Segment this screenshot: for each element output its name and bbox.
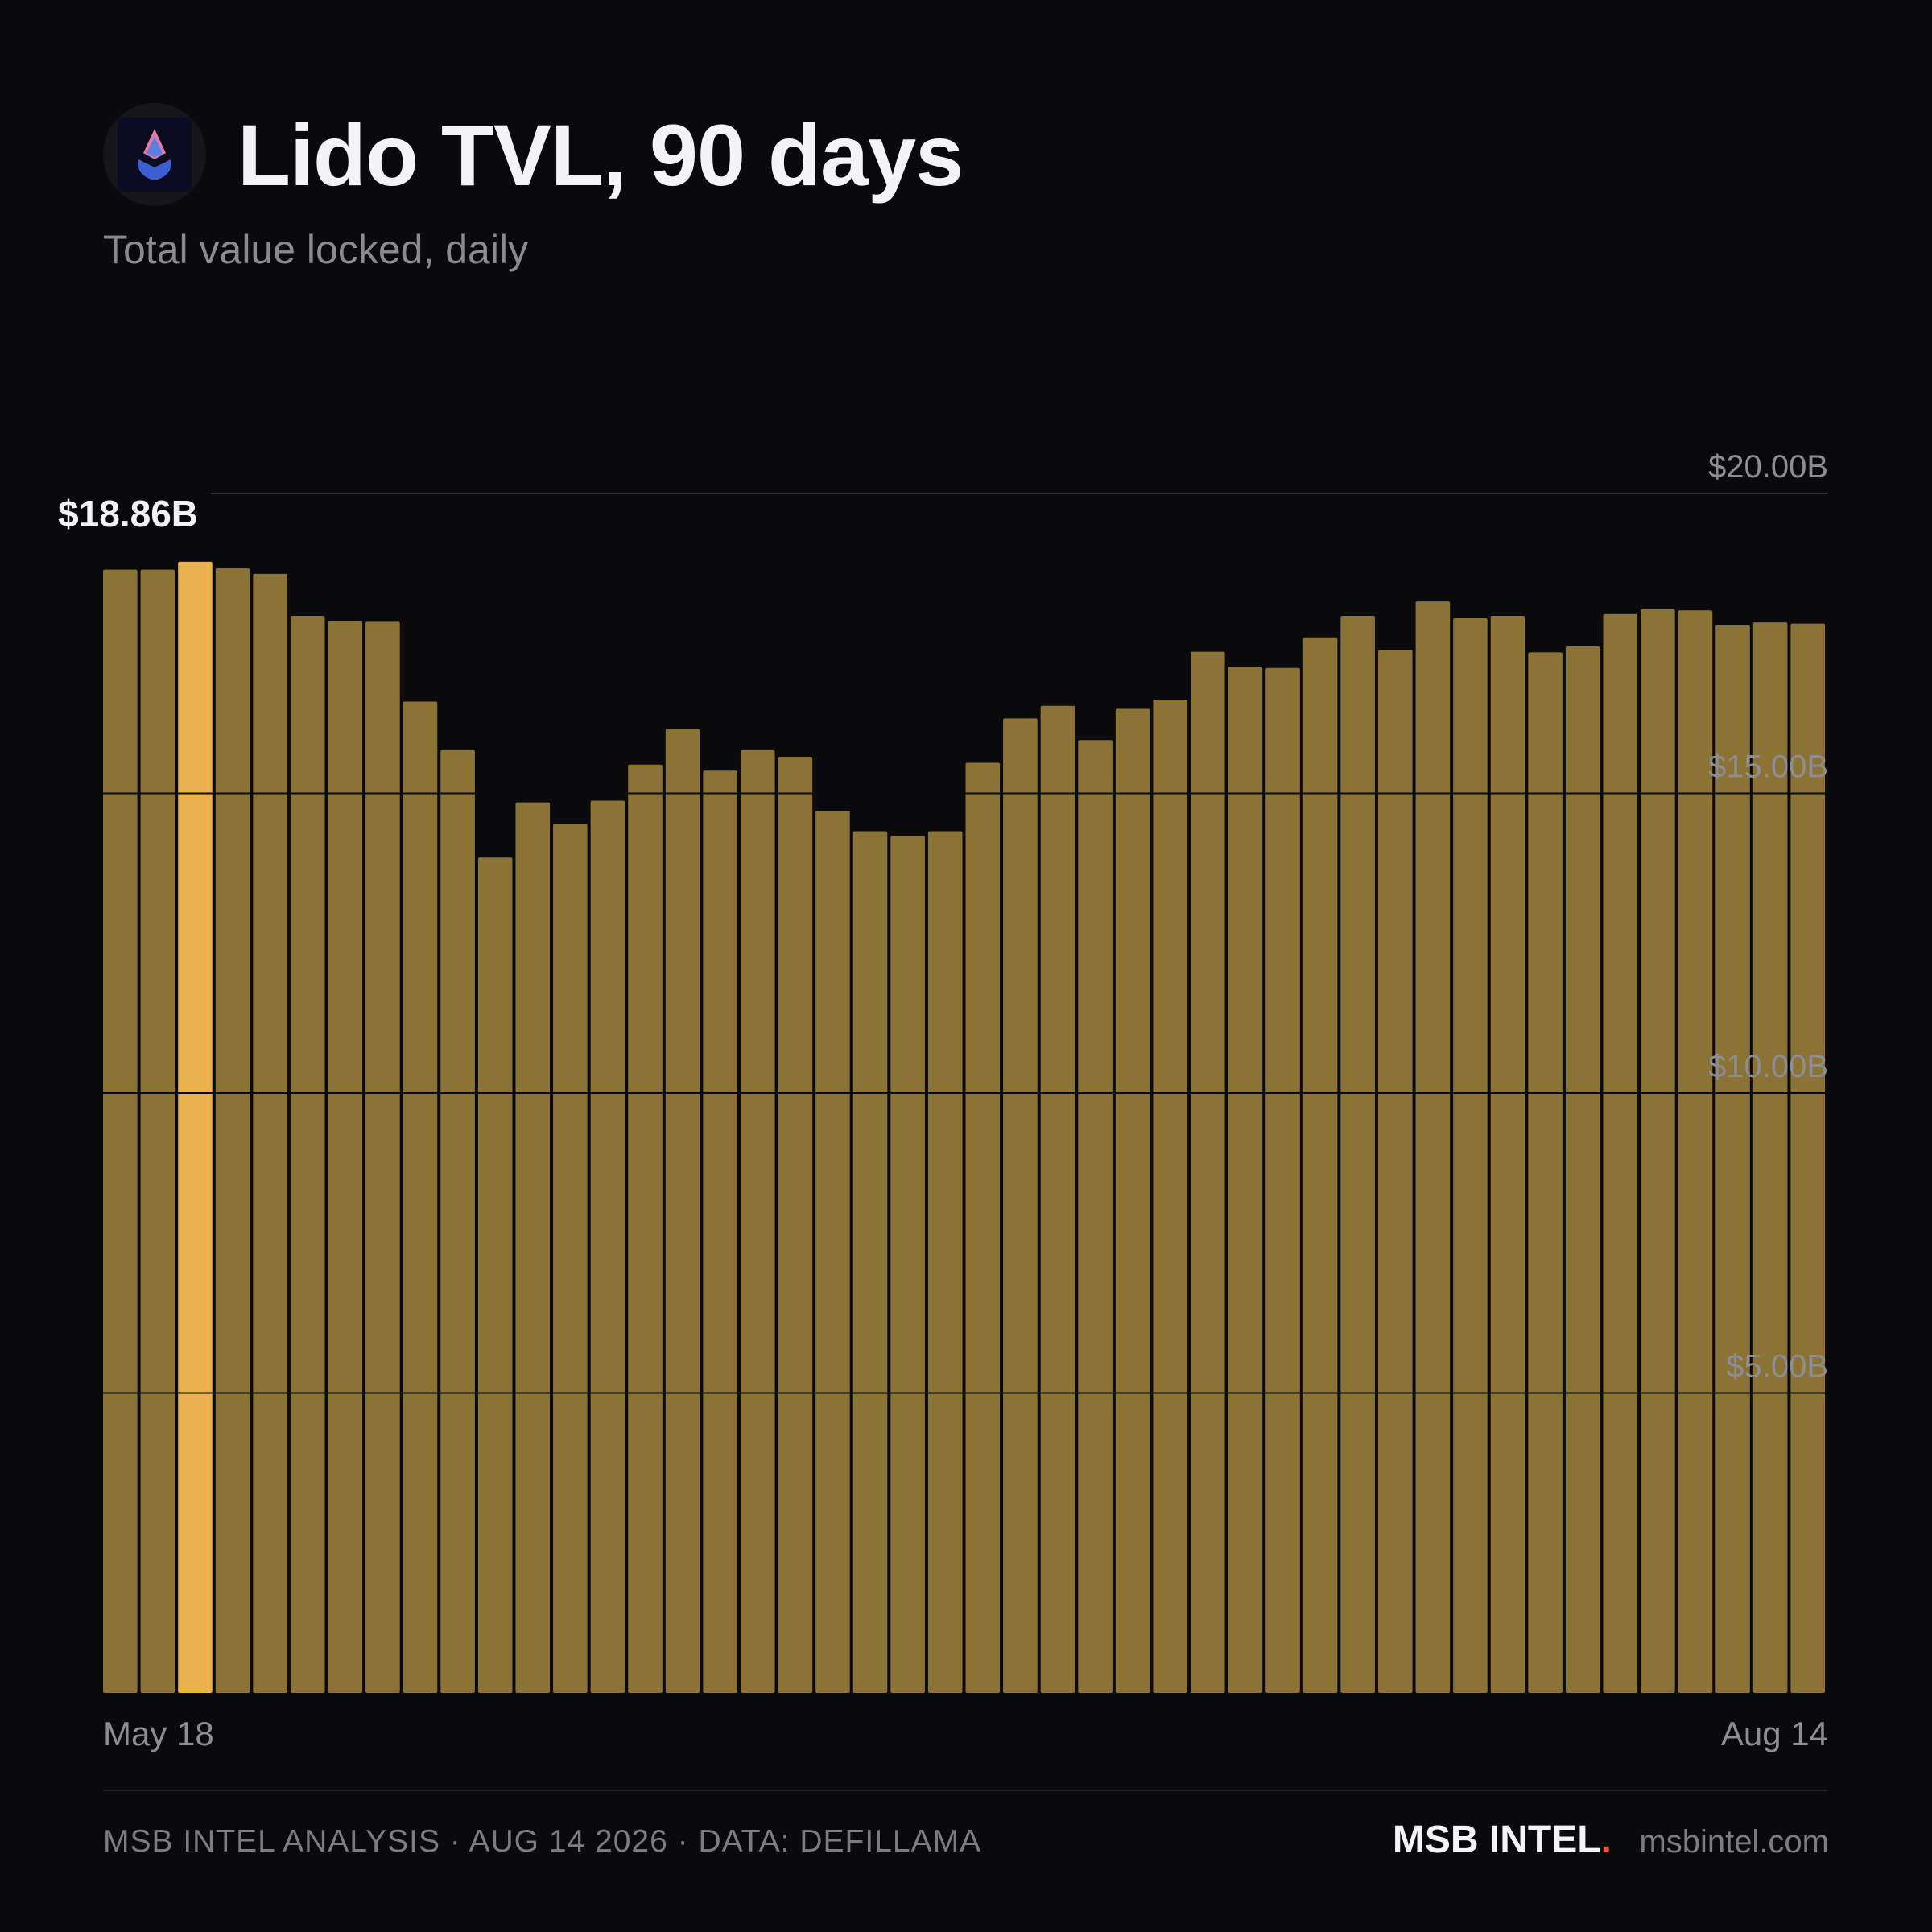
highlight-value-label: $18.86B [58,493,198,535]
bar [1415,601,1451,1693]
bar [1377,650,1413,1694]
footer-brand-block: MSB INTEL. msbintel.com [1393,1818,1829,1872]
bar [1790,623,1825,1694]
bar [1453,617,1488,1694]
bar [215,568,250,1694]
lido-logo [103,103,206,206]
bar [477,857,513,1693]
bar [778,757,813,1693]
bar [852,831,888,1693]
brand-dot: . [1600,1818,1612,1861]
lido-droplet-icon [118,118,192,192]
x-tick-label-start: May 18 [103,1715,214,1752]
footer-divider [103,1790,1828,1791]
bar [927,831,963,1693]
bar [290,615,325,1693]
bar [1191,651,1225,1694]
bar [590,800,625,1694]
bar [1003,718,1038,1694]
bar [1228,667,1263,1693]
bar [515,802,551,1694]
bar [553,824,588,1693]
bar [1715,625,1750,1693]
bar [665,729,700,1693]
bar [1153,700,1188,1693]
y-tick-label: $10.00B [1708,1049,1828,1084]
bar [365,621,400,1694]
bar [402,701,438,1693]
y-tick-label: $5.00B [1726,1349,1828,1385]
bar [1490,615,1525,1693]
bar-highlight [178,561,213,1694]
bar [140,569,175,1693]
y-tick-label: $15.00B [1708,749,1828,785]
bar [628,764,663,1693]
y-tick-label: $20.00B [1708,449,1828,485]
bar [1641,609,1675,1693]
bar [1752,622,1788,1694]
bar [440,749,475,1693]
bar [1040,705,1075,1693]
bar [1678,610,1713,1693]
bar [1265,667,1300,1693]
bar [1340,615,1375,1693]
bar [703,770,737,1694]
bar [103,569,138,1693]
bar [1115,708,1150,1694]
chart-title: Lido TVL, 90 days [237,106,964,204]
bar [815,811,850,1693]
bar [1565,646,1600,1693]
bar [1302,637,1338,1693]
bar [328,620,363,1694]
bar [890,836,925,1693]
brand-name: MSB INTEL [1392,1818,1601,1861]
bar [740,749,775,1693]
footer-credit: MSB INTEL ANALYSIS · AUG 14 2026 · DATA:… [103,1824,982,1859]
chart-subtitle: Total value locked, daily [103,227,529,272]
bar [1528,652,1563,1694]
x-tick-label-end: Aug 14 [1721,1715,1828,1752]
bar [965,762,1001,1693]
bar [253,573,287,1693]
bar [1078,740,1113,1694]
bar [1603,613,1638,1693]
site-link[interactable]: msbintel.com [1639,1824,1829,1860]
